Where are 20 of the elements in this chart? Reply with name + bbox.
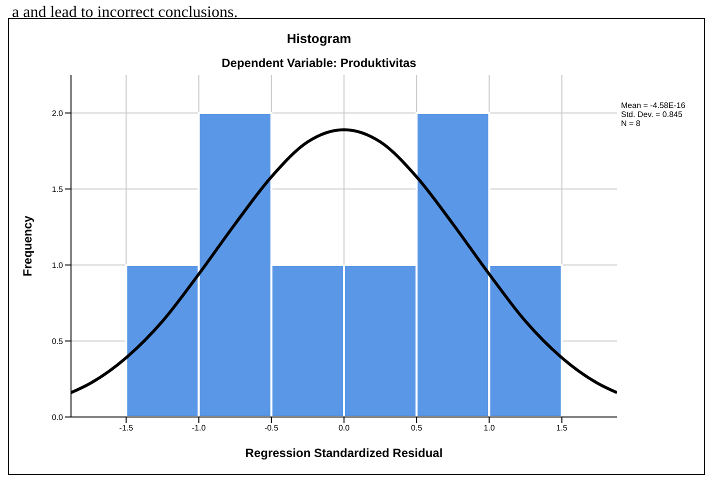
text: Std. Dev. = 0.845 — [621, 110, 684, 119]
text: N = 8 — [621, 119, 642, 128]
y-tick-label: 0.0 — [52, 412, 64, 422]
x-tick-label: -1.5 — [119, 424, 134, 433]
x-tick-label: 0.0 — [338, 424, 350, 433]
y-tick-label: 2.0 — [52, 108, 64, 118]
text: Mean = -4.58E-16 — [621, 101, 686, 110]
x-axis-title: Regression Standardized Residual — [245, 446, 443, 460]
y-axis-title: Frequency — [20, 215, 34, 276]
y-tick-label: 1.0 — [52, 260, 64, 270]
chart-title: Histogram — [286, 31, 352, 46]
x-tick-label: 0.5 — [411, 424, 423, 433]
x-tick-label: 1.0 — [484, 424, 496, 433]
x-tick-label: -0.5 — [264, 424, 279, 433]
x-tick-label: 1.5 — [556, 424, 568, 433]
text: a and lead to incorrect conclusions. — [12, 4, 239, 21]
y-tick-label: 0.5 — [52, 336, 64, 346]
y-tick-label: 1.5 — [52, 184, 64, 194]
chart-subtitle: Dependent Variable: Produktivitas — [220, 56, 418, 70]
x-tick-label: -1.0 — [192, 424, 206, 433]
